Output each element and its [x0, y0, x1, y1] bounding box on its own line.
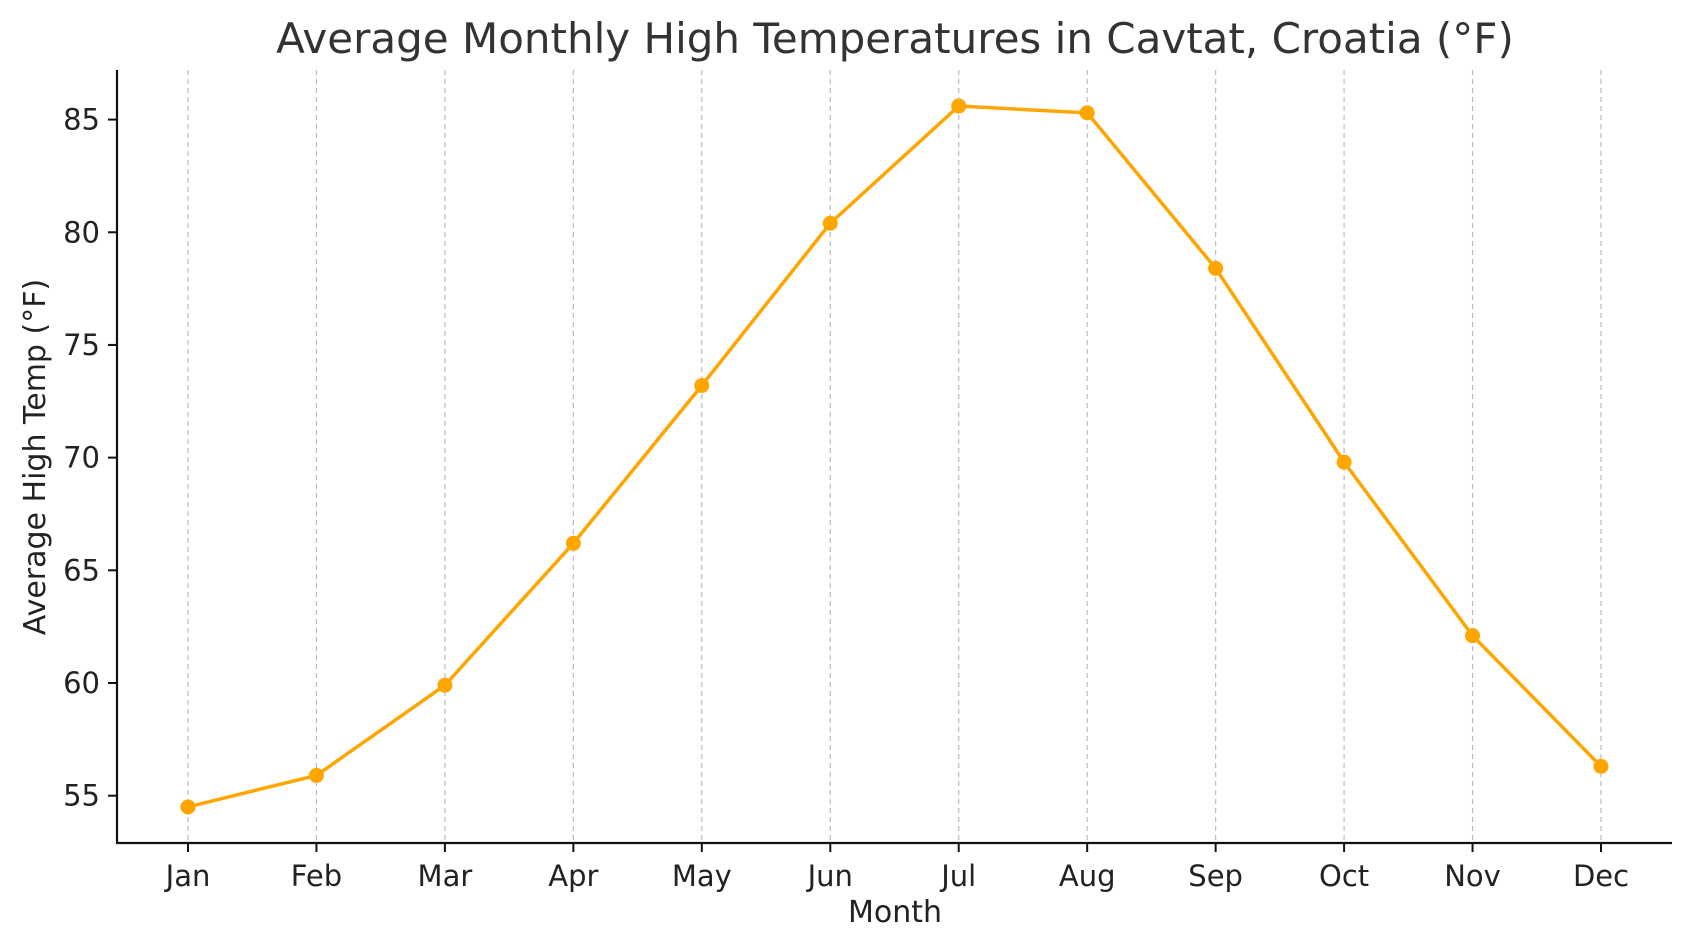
x-axis-label: Month	[848, 895, 942, 930]
x-tick-label: Nov	[1444, 859, 1501, 893]
x-axis-ticks: Jan Feb Mar Apr May Jun Jul Aug Sep Oct Nov Dec	[164, 843, 1629, 893]
data-point-aug	[1079, 105, 1095, 121]
data-point-may	[694, 378, 710, 394]
x-tick-label: Feb	[291, 859, 342, 893]
x-tick-label: Apr	[548, 859, 598, 893]
x-tick-label: Jan	[164, 859, 211, 893]
data-point-mar	[437, 677, 453, 693]
data-point-jan	[180, 799, 196, 815]
y-tick-label: 70	[63, 441, 100, 475]
x-tick-label: Jul	[939, 859, 976, 893]
data-point-jul	[951, 98, 967, 114]
data-point-nov	[1465, 628, 1481, 644]
y-tick-label: 55	[63, 779, 100, 813]
y-tick-label: 85	[63, 103, 100, 137]
x-tick-label: Aug	[1059, 859, 1116, 893]
data-point-feb	[308, 767, 324, 783]
data-point-dec	[1593, 758, 1609, 774]
series-line	[187, 104, 1603, 809]
x-tick-label: Oct	[1319, 859, 1369, 893]
y-tick-label: 75	[63, 328, 100, 362]
x-tick-label: Sep	[1188, 859, 1243, 893]
x-tick-label: Jun	[806, 859, 853, 893]
y-tick-label: 65	[63, 553, 100, 587]
x-tick-label: Mar	[418, 859, 473, 893]
data-point-sep	[1208, 260, 1224, 276]
data-point-oct	[1336, 454, 1352, 470]
data-point-apr	[565, 535, 581, 551]
y-tick-label: 60	[63, 666, 100, 700]
grid-lines	[187, 70, 1602, 843]
y-axis-ticks: 55 60 65 70 75 80 85	[63, 103, 117, 813]
chart-title: Average Monthly High Temperatures in Cav…	[276, 14, 1514, 63]
data-point-jun	[822, 215, 838, 231]
data-series	[180, 98, 1609, 815]
x-tick-label: May	[672, 859, 732, 893]
x-tick-label: Dec	[1573, 859, 1629, 893]
y-tick-label: 80	[63, 215, 100, 249]
y-axis-label: Average High Temp (°F)	[18, 279, 53, 635]
